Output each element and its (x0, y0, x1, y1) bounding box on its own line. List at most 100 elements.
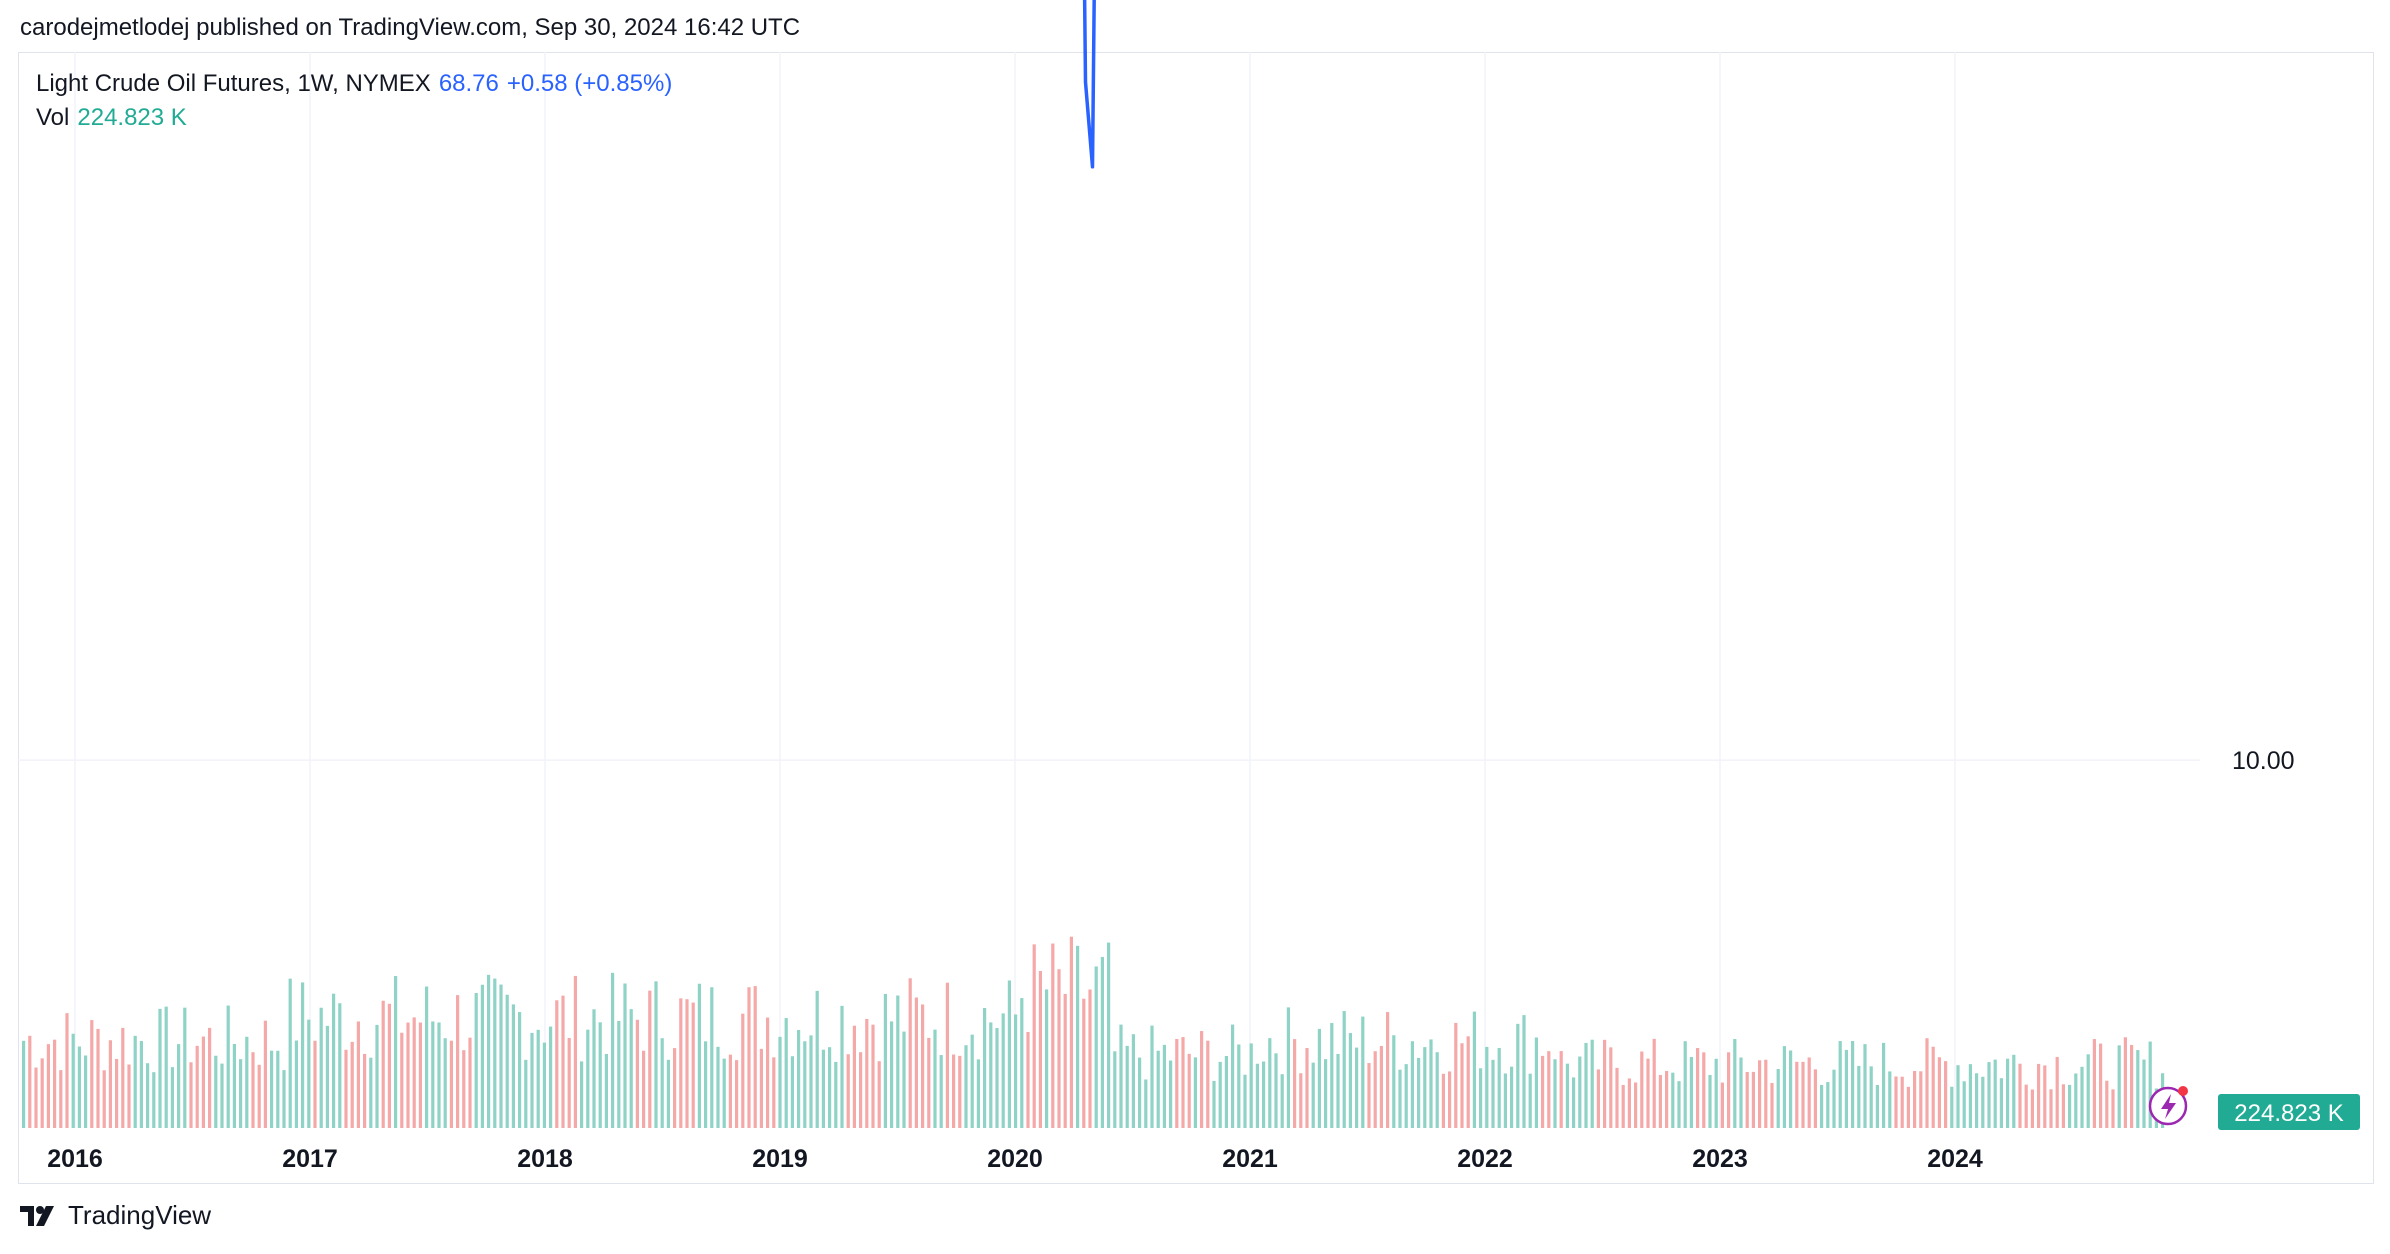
volume-bar (208, 1027, 212, 1128)
volume-bar (524, 1059, 528, 1128)
volume-bar (96, 1028, 100, 1128)
volume-bar (294, 1040, 298, 1128)
volume-bar (189, 1062, 193, 1128)
tradingview-logo[interactable]: TradingView (20, 1200, 211, 1231)
volume-bar (1057, 969, 1061, 1128)
volume-bar (2018, 1063, 2022, 1128)
volume-bar (704, 1041, 708, 1128)
volume-bar (1646, 1058, 1650, 1128)
volume-bar (1119, 1024, 1123, 1128)
volume-bar (1590, 1039, 1594, 1128)
volume-bar (859, 1052, 863, 1128)
volume-bar (890, 1021, 894, 1128)
volume-bar (1534, 1037, 1538, 1128)
volume-bar (877, 1061, 881, 1128)
x-tick-label: 2021 (1222, 1145, 1278, 1173)
volume-bar (325, 1025, 329, 1128)
volume-bar (1187, 1053, 1191, 1128)
volume-bar (1448, 1071, 1452, 1128)
volume-bar (1813, 1069, 1817, 1128)
volume-bar (1237, 1044, 1241, 1128)
volume-bar (307, 1019, 311, 1128)
axis-tags: 68.764d 5h224.823 K (2148, 1086, 2360, 1130)
volume-bar (2080, 1066, 2084, 1128)
volume-bar (1652, 1038, 1656, 1128)
volume-bar (1714, 1058, 1718, 1128)
volume-bar (2123, 1037, 2127, 1128)
volume-bar (1832, 1069, 1836, 1128)
x-tick-label: 2019 (752, 1145, 808, 1173)
volume-bar (443, 1038, 447, 1128)
volume-bar (1888, 1071, 1892, 1128)
volume-bar (1578, 1056, 1582, 1128)
volume-bar (908, 978, 912, 1128)
grid-lines (18, 52, 2200, 1128)
volume-bar (1900, 1076, 1904, 1128)
volume-bar (301, 982, 305, 1128)
volume-bar (1435, 1052, 1439, 1128)
volume-bar (1776, 1069, 1780, 1128)
volume-bar (1919, 1071, 1923, 1128)
volume-bar (431, 1021, 435, 1128)
volume-bar (1944, 1061, 1948, 1128)
volume-bar (735, 1060, 739, 1128)
volume-bar (1838, 1041, 1842, 1128)
volume-bar (1826, 1082, 1830, 1128)
volume-bar (766, 1017, 770, 1128)
volume-bar (1559, 1051, 1563, 1128)
volume-bar (1547, 1051, 1551, 1128)
volume-bar (480, 984, 484, 1128)
volume-bar (1206, 1040, 1210, 1128)
price-change: +0.58 (+0.85%) (506, 70, 673, 97)
volume-bar (1882, 1042, 1886, 1128)
volume-bar (654, 981, 658, 1128)
volume-bar (375, 1024, 379, 1128)
x-tick-label: 2023 (1692, 1145, 1748, 1173)
volume-bar (1528, 1073, 1532, 1128)
volume-bar (245, 1036, 249, 1128)
volume-bar (803, 1041, 807, 1128)
x-tick-label: 2018 (517, 1145, 573, 1173)
volume-bar (1317, 1028, 1321, 1128)
volume-bar (722, 1058, 726, 1128)
volume-bar (1088, 989, 1092, 1128)
volume-bar (282, 1070, 286, 1128)
volume-bar (1082, 998, 1086, 1128)
volume-bar (1739, 1057, 1743, 1128)
symbol-legend[interactable]: Light Crude Oil Futures, 1W, NYMEX 68.76 +… (36, 70, 672, 98)
volume-bar (177, 1044, 181, 1128)
volume-bar (933, 1029, 937, 1128)
volume-bar (834, 1061, 838, 1128)
volume-bar (2111, 1089, 2115, 1128)
volume-bar (673, 1048, 677, 1128)
volume-bar (127, 1064, 131, 1128)
volume-bar (1342, 1011, 1346, 1128)
volume-bar (369, 1057, 373, 1128)
volume-bar (40, 1058, 44, 1128)
volume-bar (1702, 1052, 1706, 1128)
volume-bar (412, 1017, 416, 1128)
volume-bar (59, 1070, 63, 1128)
volume-bar (1299, 1073, 1303, 1128)
volume-bar (1286, 1007, 1290, 1128)
volume-bar (1510, 1066, 1514, 1128)
volume-bar (1720, 1082, 1724, 1128)
volume-legend[interactable]: Vol 224.823 K (36, 104, 187, 132)
volume-bar (1280, 1074, 1284, 1128)
volume-bar (1596, 1069, 1600, 1128)
volume-bar (1175, 1038, 1179, 1128)
volume-bar (1063, 993, 1067, 1128)
volume-bar (648, 990, 652, 1128)
x-tick-label: 2020 (987, 1145, 1043, 1173)
volume-bar (394, 976, 398, 1128)
volume-bar (1200, 1031, 1204, 1128)
volume-bar (1615, 1067, 1619, 1128)
volume-bar (1621, 1084, 1625, 1128)
volume-bar (1373, 1051, 1377, 1128)
volume-bar (2043, 1065, 2047, 1128)
volume-bar (1262, 1061, 1266, 1128)
volume-bar (1193, 1057, 1197, 1128)
y-tick-label: 10.00 (2232, 747, 2295, 775)
volume-bar (1429, 1039, 1433, 1128)
